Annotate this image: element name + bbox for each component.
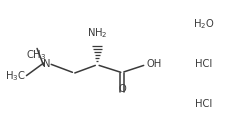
Text: H$_3$C: H$_3$C [5,69,25,83]
Text: N: N [43,59,50,69]
Text: NH$_2$: NH$_2$ [87,26,107,40]
Text: HCl: HCl [195,59,212,69]
Text: OH: OH [147,59,162,69]
Text: HCl: HCl [195,99,212,109]
Text: CH$_3$: CH$_3$ [26,48,46,62]
Text: O: O [118,84,126,94]
Text: H$_2$O: H$_2$O [192,18,214,31]
